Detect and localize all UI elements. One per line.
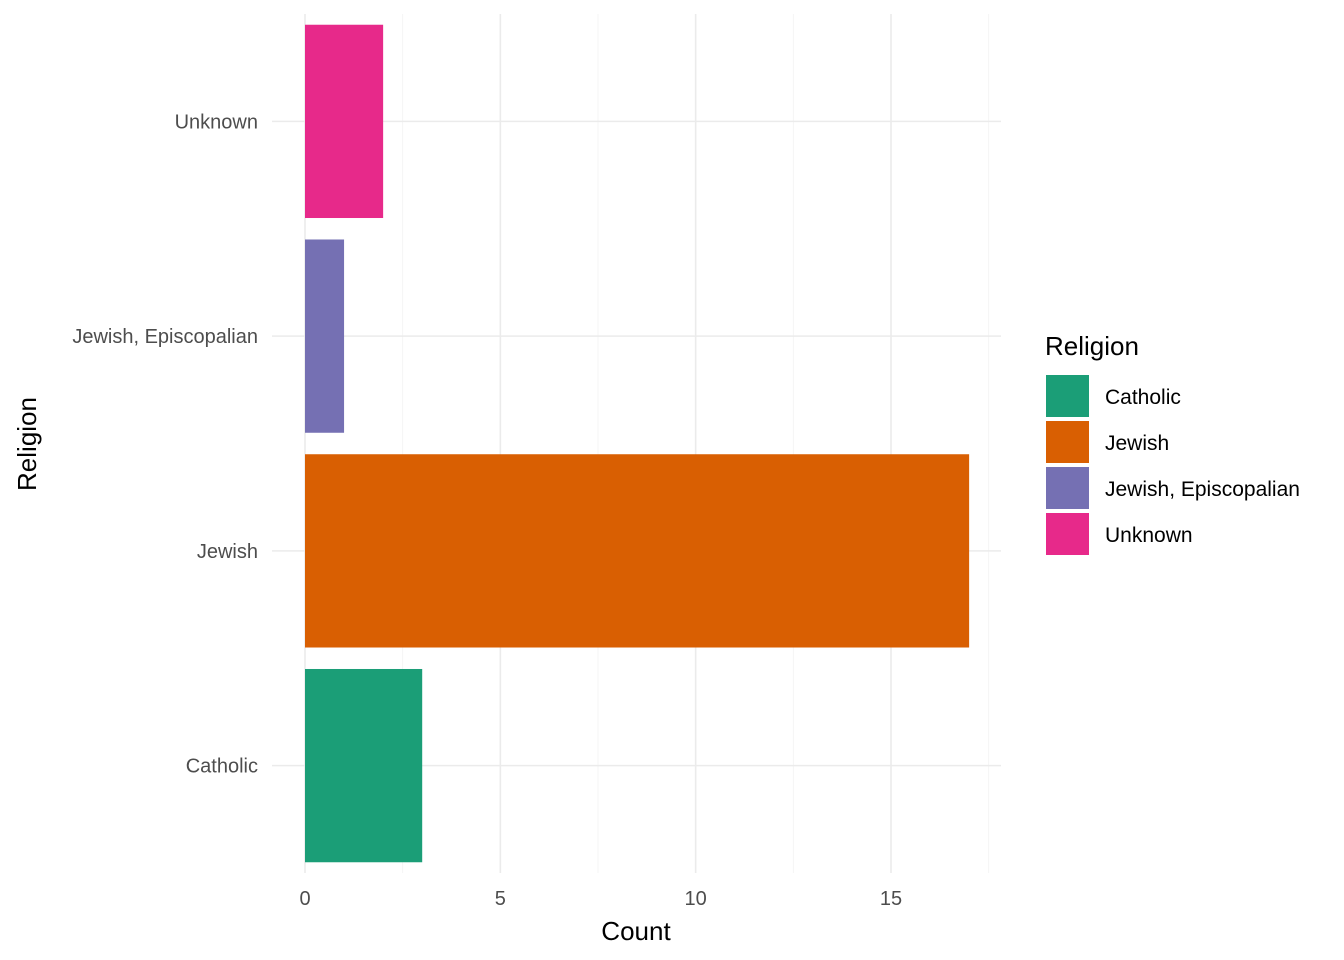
y-axis-ticks: Catholic Jewish Jewish, Episcopalian Unknow… [72,111,258,777]
x-tick-label: 5 [495,888,506,910]
legend-title: Religion [1045,331,1139,361]
legend-key [1046,421,1089,463]
x-tick-label: 10 [685,888,707,910]
bar-unknown [305,24,384,219]
y-tick-label: Jewish [197,541,258,563]
x-tick-label: 0 [299,888,310,910]
legend-key [1046,375,1089,417]
y-axis-title: Religion [12,397,42,491]
bar-jewish-episcopalian [305,239,345,433]
legend: Religion Catholic Jewish Jewish, Episcopal… [1045,331,1300,555]
bar-jewish [305,454,970,648]
x-axis-title: Count [601,916,671,946]
legend-key [1046,513,1089,555]
bars [305,24,970,863]
legend-label: Unknown [1105,524,1193,547]
x-tick-label: 15 [880,888,902,910]
x-axis-ticks: 0 5 10 15 [299,888,902,910]
legend-label: Catholic [1105,386,1181,409]
y-tick-label: Jewish, Episcopalian [72,326,258,348]
y-tick-label: Catholic [186,756,258,778]
legend-label: Jewish, Episcopalian [1105,478,1300,501]
y-tick-label: Unknown [175,111,258,133]
bar-catholic [305,668,423,863]
legend-label: Jewish [1105,432,1169,455]
legend-key [1046,467,1089,509]
